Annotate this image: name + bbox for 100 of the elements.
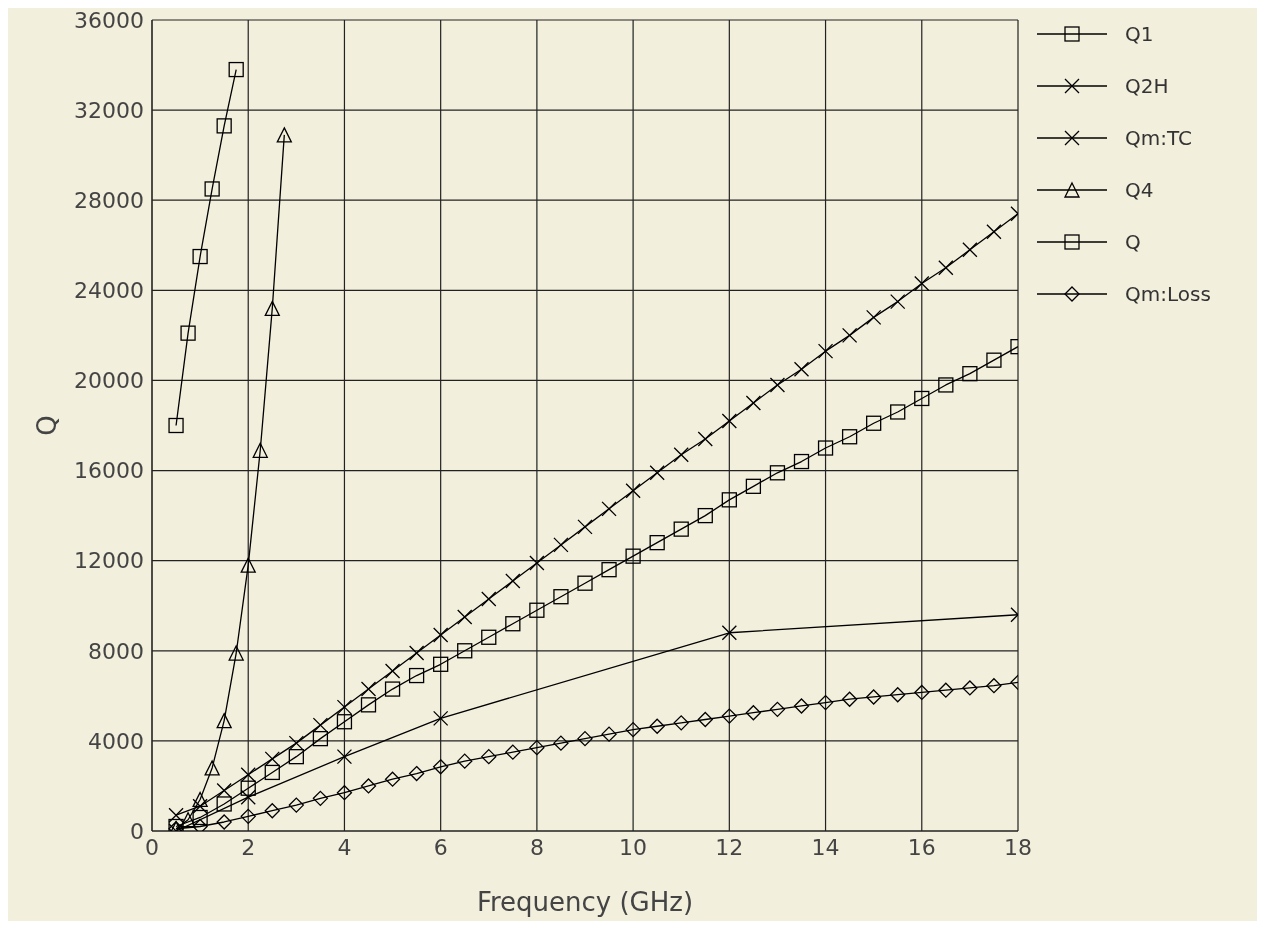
point (481, 629, 497, 645)
point (228, 61, 244, 78)
point (769, 377, 786, 393)
point (841, 429, 858, 445)
point (986, 678, 1002, 694)
x-tick-label: 12 (715, 834, 744, 860)
point (625, 483, 641, 499)
point (180, 325, 196, 341)
point (890, 687, 906, 703)
x-axis-title: Frequency (GHz) (476, 887, 694, 917)
point (505, 616, 521, 632)
x-tick-label: 6 (433, 834, 448, 860)
point (264, 300, 280, 317)
point (360, 681, 377, 697)
x-tick-label: 2 (241, 834, 256, 860)
x-tick-label: 10 (619, 834, 648, 860)
point (721, 492, 737, 508)
point (288, 749, 304, 765)
point (360, 697, 377, 713)
point (408, 667, 425, 684)
x-tick-label: 8 (529, 834, 544, 860)
point (288, 797, 304, 813)
point (721, 708, 737, 724)
x-tick-label: 16 (907, 834, 936, 860)
point (745, 478, 762, 494)
point (276, 127, 292, 143)
point (240, 557, 256, 573)
point (216, 712, 232, 729)
point (529, 602, 545, 618)
point (649, 718, 665, 734)
point (240, 767, 256, 783)
point (228, 645, 244, 661)
point (601, 562, 617, 578)
point (336, 714, 353, 730)
point (384, 771, 401, 787)
point (204, 181, 220, 197)
point (673, 447, 689, 463)
point (408, 645, 425, 661)
legend-label: Qm:Loss (1125, 282, 1211, 306)
point (745, 705, 762, 721)
y-tick-label: 16000 (74, 458, 144, 484)
point (168, 417, 184, 434)
y-tick-label: 24000 (74, 278, 144, 304)
point (817, 440, 834, 456)
point (433, 627, 449, 643)
x-tick-label: 18 (1004, 834, 1032, 860)
y-tick-label: 4000 (88, 728, 144, 754)
point (192, 809, 208, 826)
point (721, 625, 737, 641)
point (360, 778, 377, 794)
y-tick-label: 32000 (74, 97, 144, 123)
legend-label: Q2H (1125, 74, 1169, 98)
y-tick-label: 0 (130, 818, 144, 844)
y-tick-label: 12000 (74, 548, 144, 574)
y-tick-label: 36000 (74, 7, 144, 33)
point (649, 465, 665, 481)
y-tick-label: 28000 (74, 188, 144, 214)
point (240, 780, 256, 796)
point (204, 760, 220, 776)
point (384, 663, 401, 679)
point (433, 656, 449, 672)
point (866, 689, 882, 705)
x-tick-label: 4 (337, 834, 352, 860)
point (553, 589, 569, 605)
point (216, 796, 232, 812)
point (938, 377, 954, 393)
point (841, 691, 858, 707)
point (625, 548, 641, 564)
point (529, 740, 545, 756)
point (264, 764, 280, 781)
legend-label: Q1 (1125, 22, 1154, 46)
y-tick-label: 20000 (74, 368, 144, 394)
point (384, 681, 401, 697)
point (721, 413, 737, 429)
point (697, 507, 713, 524)
legend-label: Q4 (1125, 178, 1154, 202)
point (962, 366, 978, 382)
point (216, 782, 232, 799)
point (866, 415, 882, 431)
point (625, 721, 641, 738)
x-tick-label: 14 (811, 834, 840, 860)
point (769, 465, 786, 481)
point (312, 730, 329, 747)
point (793, 698, 810, 714)
point (793, 453, 810, 470)
point (914, 390, 930, 407)
point (264, 803, 280, 819)
point (649, 534, 665, 551)
point (673, 521, 689, 537)
point (745, 395, 762, 411)
point (216, 118, 232, 134)
point (433, 759, 449, 775)
point (577, 575, 593, 591)
point (192, 248, 208, 265)
point (457, 643, 473, 659)
point (890, 404, 906, 420)
y-tick-label: 8000 (88, 638, 144, 664)
legend-label: Q (1125, 230, 1141, 254)
point (986, 352, 1002, 368)
point (252, 442, 268, 458)
